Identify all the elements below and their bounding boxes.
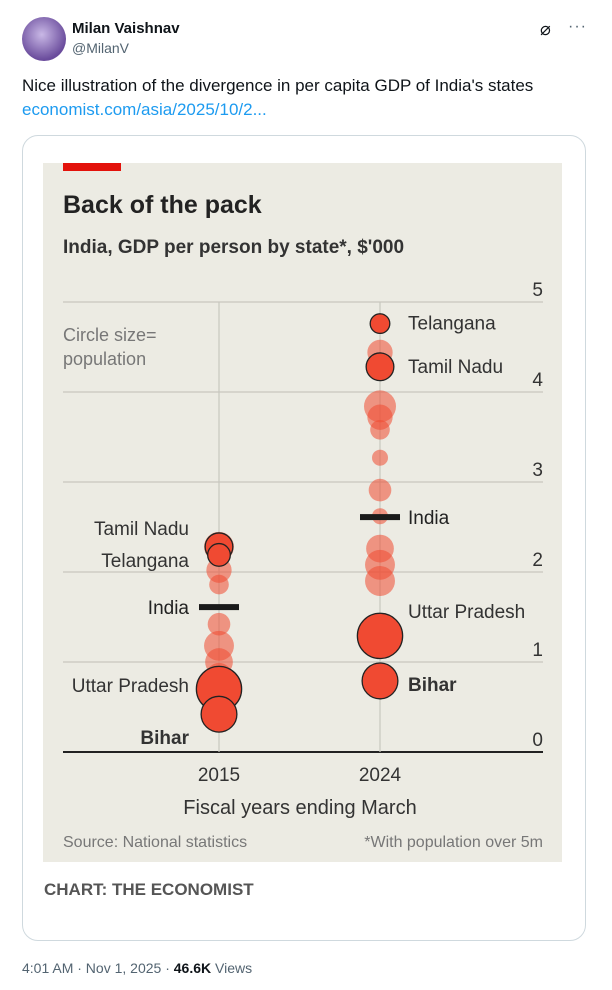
chart-image: Back of the pack India, GDP per person b… xyxy=(43,163,562,862)
y-tick-label: 4 xyxy=(532,370,543,391)
bubble xyxy=(365,566,395,596)
avatar[interactable] xyxy=(22,17,66,61)
economist-red-bar xyxy=(63,163,121,171)
state-label: Tamil Nadu xyxy=(94,519,189,540)
chart: Back of the pack India, GDP per person b… xyxy=(63,163,543,851)
state-label: Bihar xyxy=(140,728,189,749)
y-tick-label: 3 xyxy=(532,460,543,481)
tweet-meta: 4:01 AM · Nov 1, 2025 · 46.6K Views xyxy=(22,960,252,976)
source-note: Source: National statistics xyxy=(63,834,247,851)
bubble xyxy=(369,313,391,335)
bubble xyxy=(356,612,404,660)
bubble xyxy=(370,420,390,440)
view-count: 46.6K xyxy=(173,960,212,976)
bubble xyxy=(361,662,399,700)
legend-note: population xyxy=(63,349,146,369)
bubble xyxy=(209,574,229,595)
author-name[interactable]: Milan Vaishnav xyxy=(72,20,180,37)
india-average-bar xyxy=(360,514,400,521)
legend-note: Circle size= xyxy=(63,325,157,345)
x-tick-label: 2024 xyxy=(359,765,402,786)
link-card[interactable] xyxy=(22,135,586,941)
state-label: Telangana xyxy=(101,551,189,572)
author-handle[interactable]: @MilanV xyxy=(72,40,130,56)
x-axis-label: Fiscal years ending March xyxy=(183,797,416,819)
y-tick-label: 2 xyxy=(532,550,543,571)
bubble xyxy=(368,478,392,502)
views-label: Views xyxy=(211,960,253,976)
india-label: India xyxy=(148,598,190,619)
timestamp[interactable]: 4:01 AM · Nov 1, 2025 · xyxy=(22,960,174,976)
chart-title: Back of the pack xyxy=(63,191,262,219)
x-tick-label: 2015 xyxy=(198,765,240,786)
chart-subtitle: India, GDP per person by state*, $'000 xyxy=(63,237,404,258)
india-average-bar xyxy=(199,604,239,611)
state-label: Bihar xyxy=(408,675,457,696)
bubble xyxy=(365,352,395,382)
bubble xyxy=(207,612,231,636)
y-tick-label: 5 xyxy=(532,280,543,301)
bubble xyxy=(372,449,388,466)
bubble xyxy=(207,542,231,567)
article-link[interactable]: economist.com/asia/2025/10/2... xyxy=(22,100,267,119)
state-label: Uttar Pradesh xyxy=(72,676,189,697)
state-label: Tamil Nadu xyxy=(408,357,503,378)
india-label: India xyxy=(408,508,450,529)
state-label: Uttar Pradesh xyxy=(408,602,525,623)
bubble xyxy=(200,695,238,733)
footnote: *With population over 5m xyxy=(364,834,543,851)
chart-credit: CHART: THE ECONOMIST xyxy=(44,880,254,899)
more-icon[interactable]: ··· xyxy=(568,18,587,35)
grok-icon[interactable]: ⌀ xyxy=(540,19,551,39)
state-label: Telangana xyxy=(408,314,496,335)
y-tick-label: 1 xyxy=(532,640,543,661)
tweet-text: Nice illustration of the divergence in p… xyxy=(22,76,534,95)
y-tick-label: 0 xyxy=(532,730,543,751)
